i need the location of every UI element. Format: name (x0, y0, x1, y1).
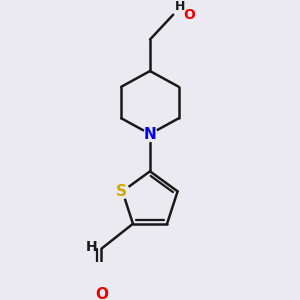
Text: N: N (144, 127, 156, 142)
Text: O: O (183, 8, 195, 22)
Text: H: H (175, 0, 185, 13)
Text: O: O (95, 287, 108, 300)
Text: S: S (116, 184, 127, 199)
Text: H: H (86, 240, 97, 254)
